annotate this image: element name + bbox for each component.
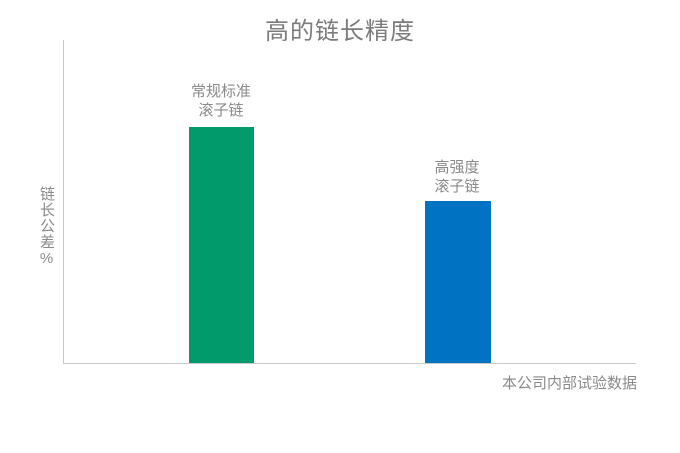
bar-label-conventional-roller-chain: 常规标准 滚子链 (190, 83, 251, 119)
plot-area (63, 40, 636, 364)
source-caption: 本公司内部试验数据 (501, 375, 637, 392)
y-axis-label: 链长公差% (38, 186, 55, 268)
bar-label-high-strength-roller-chain: 高强度 滚子链 (434, 159, 480, 195)
bar-high-strength-roller-chain (425, 201, 491, 363)
chart-title: 高的链长精度 (265, 18, 415, 45)
bar-conventional-roller-chain (189, 127, 254, 363)
